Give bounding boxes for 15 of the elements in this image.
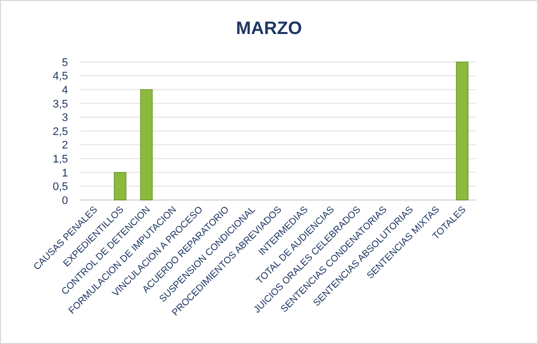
y-tick-label: 5: [62, 56, 68, 69]
y-tick-label: 2,5: [52, 126, 68, 138]
y-tick-label: 2: [62, 140, 68, 152]
y-tick-label: 1: [62, 167, 68, 180]
y-tick-label: 1,5: [52, 153, 68, 166]
bar: [114, 172, 126, 200]
y-tick-label: 4,5: [52, 70, 68, 83]
y-tick-label: 0,5: [52, 181, 68, 194]
chart-title: MARZO: [236, 18, 302, 38]
bar: [456, 62, 468, 200]
y-tick-label: 0: [62, 194, 68, 207]
y-tick-label: 3,5: [52, 98, 68, 110]
y-tick-label: 3: [62, 112, 68, 124]
bar: [140, 89, 153, 200]
y-tick-label: 4: [62, 84, 68, 96]
